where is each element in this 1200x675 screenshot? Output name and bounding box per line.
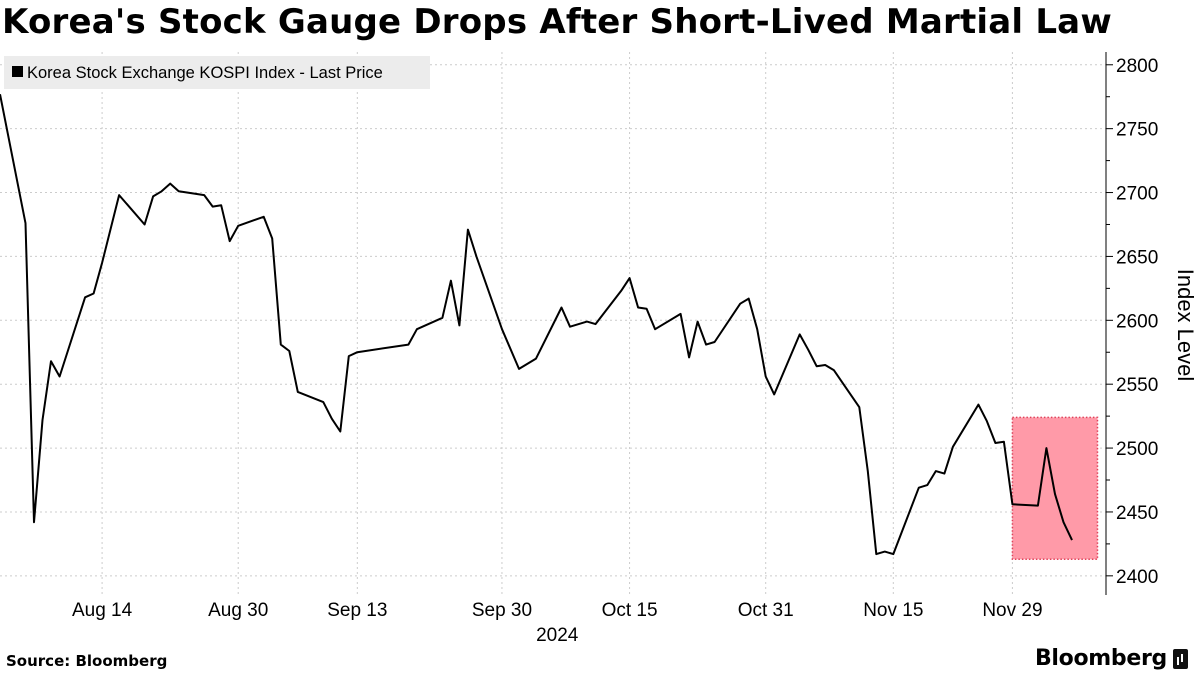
y-tick-label: 2450 bbox=[1116, 503, 1158, 524]
y-tick-label: 2650 bbox=[1116, 247, 1158, 268]
y-tick-label: 2550 bbox=[1116, 375, 1158, 396]
grid-lines bbox=[0, 52, 1106, 595]
legend-swatch bbox=[12, 66, 23, 77]
source-note: Source: Bloomberg bbox=[6, 652, 168, 670]
x-axis: Aug 14 Aug 30 Sep 13 Sep 30 Oct 15 Oct 31 Nov … bbox=[72, 600, 1043, 646]
brand-name: Bloomberg bbox=[1034, 646, 1167, 671]
highlight-box bbox=[1011, 416, 1099, 560]
x-tick-label: Aug 30 bbox=[208, 600, 268, 621]
x-tick-label: Aug 14 bbox=[72, 600, 133, 621]
x-tick-label: Oct 31 bbox=[738, 600, 794, 621]
y-tick-label: 2500 bbox=[1116, 439, 1158, 460]
y-tick-label: 2400 bbox=[1116, 567, 1158, 588]
x-tick-label: Oct 15 bbox=[602, 600, 658, 621]
x-tick-label: Nov 15 bbox=[863, 600, 923, 621]
x-tick-label: Nov 29 bbox=[982, 600, 1042, 621]
x-tick-label: Sep 30 bbox=[472, 600, 532, 621]
kospi-series-line bbox=[0, 94, 1073, 556]
legend-box bbox=[4, 56, 430, 89]
legend-label: Korea Stock Exchange KOSPI Index - Last … bbox=[27, 64, 383, 82]
y-tick-label: 2750 bbox=[1116, 120, 1158, 141]
x-tick-label: Sep 13 bbox=[327, 600, 387, 621]
y-tick-label: 2600 bbox=[1116, 311, 1158, 332]
x-year-label: 2024 bbox=[536, 625, 579, 646]
legend: Korea Stock Exchange KOSPI Index - Last … bbox=[4, 56, 430, 89]
y-tick-label: 2700 bbox=[1116, 184, 1158, 205]
highlight-region bbox=[1011, 416, 1099, 560]
bloomberg-logo-icon bbox=[1173, 648, 1188, 669]
series-layer bbox=[0, 94, 1073, 556]
y-tick-label: 2800 bbox=[1116, 56, 1158, 77]
bloomberg-brand: Bloomberg bbox=[1035, 646, 1188, 671]
chart-title: Korea's Stock Gauge Drops After Short-Li… bbox=[2, 2, 1112, 42]
y-axis-label: Index Level bbox=[1173, 269, 1198, 382]
y-axis: 2400 2450 2500 2550 2600 2650 2700 2750 2800 Inde… bbox=[1105, 52, 1198, 595]
